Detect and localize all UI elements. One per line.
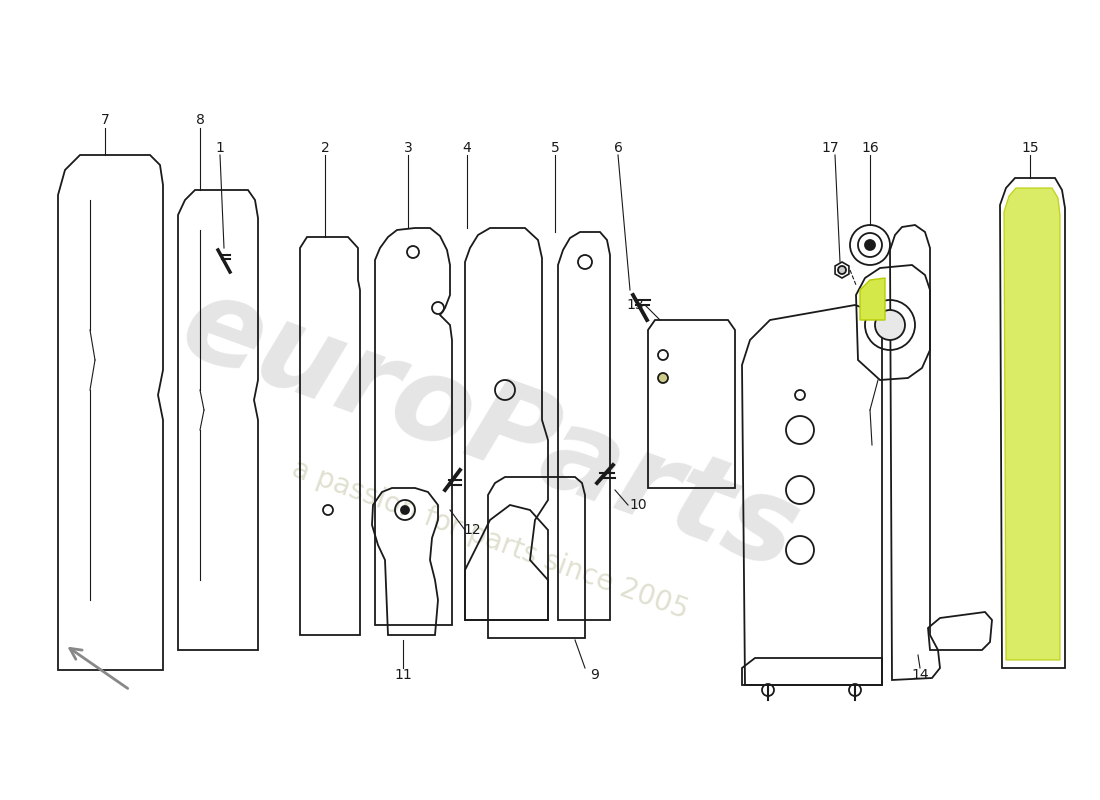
Polygon shape [1004, 188, 1060, 660]
Circle shape [838, 266, 846, 274]
Text: 3: 3 [404, 141, 412, 155]
Text: 2: 2 [320, 141, 329, 155]
Circle shape [658, 373, 668, 383]
Circle shape [874, 310, 905, 340]
Circle shape [402, 506, 409, 514]
Text: 13: 13 [626, 298, 644, 312]
Text: 16: 16 [861, 141, 879, 155]
Text: 11: 11 [394, 668, 411, 682]
Polygon shape [860, 278, 886, 320]
Text: 1: 1 [216, 141, 224, 155]
Text: a passion for parts since 2005: a passion for parts since 2005 [288, 455, 692, 625]
Text: 7: 7 [100, 113, 109, 127]
Text: euroParts: euroParts [166, 266, 814, 594]
Circle shape [865, 240, 874, 250]
Text: 17: 17 [822, 141, 839, 155]
Text: 4: 4 [463, 141, 472, 155]
Text: 15: 15 [1021, 141, 1038, 155]
Text: 8: 8 [196, 113, 205, 127]
Text: 6: 6 [614, 141, 623, 155]
Text: 5: 5 [551, 141, 560, 155]
Text: 10: 10 [629, 498, 647, 512]
Text: 14: 14 [911, 668, 928, 682]
Text: 12: 12 [463, 523, 481, 537]
Text: 9: 9 [591, 668, 600, 682]
